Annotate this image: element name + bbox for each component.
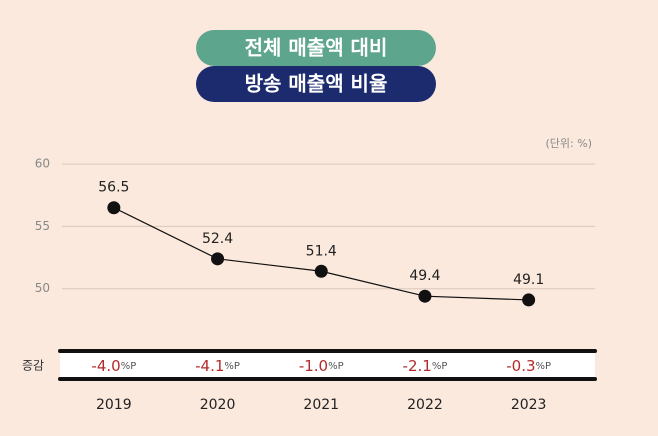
change-label: 증감 [22,359,44,373]
point [107,201,121,215]
data-label: 51.4 [306,243,337,259]
x-tick-label: 2021 [303,397,339,413]
data-label: 52.4 [202,231,233,247]
change-value: -0.3%P [506,357,551,375]
point [418,289,432,303]
x-tick-label: 2019 [96,397,132,413]
change-row [60,352,595,378]
change-value: -4.0%P [91,357,136,375]
title-badge [196,30,436,66]
y-tick-label: 50 [35,281,50,295]
data-label: 56.5 [98,180,129,196]
change-value: -2.1%P [403,357,448,375]
change-value: -1.0%P [299,357,344,375]
x-tick-label: 2020 [200,397,236,413]
point [522,293,536,307]
data-label: 49.4 [409,268,440,284]
point [314,264,328,278]
y-tick-label: 60 [35,157,50,171]
x-tick-label: 2022 [407,397,443,413]
chart-subtitle: 방송 매출액 비율 [245,72,388,96]
unit-note: (단위: %) [546,137,592,150]
y-tick-label: 55 [35,219,50,233]
x-tick-label: 2023 [511,397,547,413]
change-value: -4.1%P [195,357,240,375]
data-label: 49.1 [513,272,544,288]
chart-title: 전체 매출액 대비 [245,36,388,60]
point [211,252,225,266]
subtitle-badge [196,66,436,102]
